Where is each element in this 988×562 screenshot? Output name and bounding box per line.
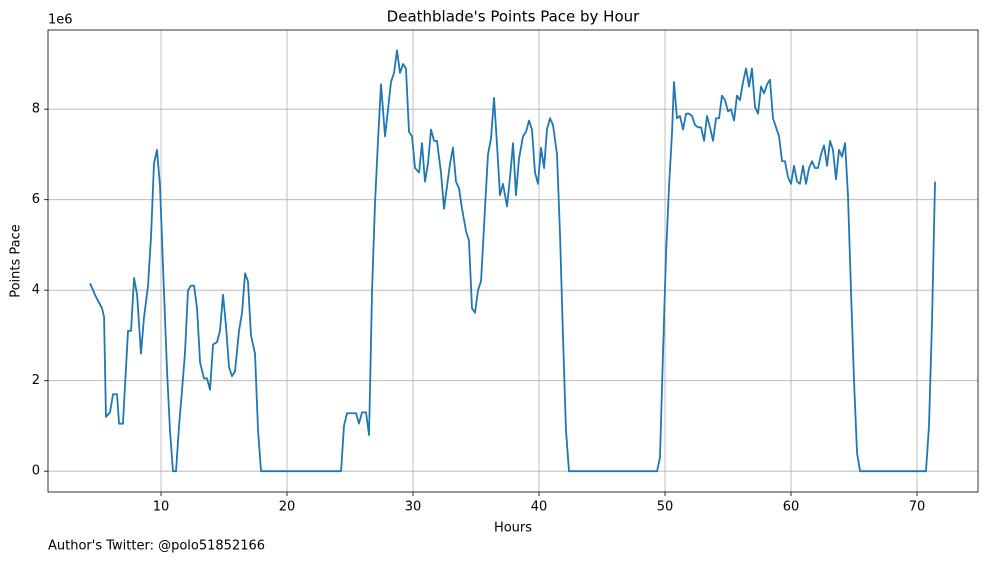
y-tick-label: 0 (32, 464, 40, 479)
y-tick-label: 4 (32, 283, 40, 298)
x-tick-label: 10 (153, 500, 170, 515)
axes-frame (47, 29, 979, 493)
footer: Author's Twitter: @polo51852166 (48, 539, 265, 554)
plot-area: 10 20 30 40 50 60 70 0 2 4 6 8 (32, 30, 978, 515)
y-tick-label: 8 (32, 102, 40, 117)
x-tick-label: 50 (657, 500, 674, 515)
y-offset-label: 1e6 (48, 13, 73, 28)
y-axis-label: Points Pace (9, 224, 24, 298)
x-axis-label: Hours (494, 521, 532, 536)
data-line (89, 49, 936, 473)
x-tick-label: 40 (531, 500, 548, 515)
chart-title: Deathblade's Points Pace by Hour (387, 8, 640, 26)
y-tick-label: 6 (32, 192, 40, 207)
x-tick-label: 30 (405, 500, 422, 515)
x-tick-label: 20 (279, 500, 296, 515)
y-tick-label: 2 (32, 373, 40, 388)
x-tick-label: 70 (909, 500, 926, 515)
x-tick-label: 60 (783, 500, 800, 515)
